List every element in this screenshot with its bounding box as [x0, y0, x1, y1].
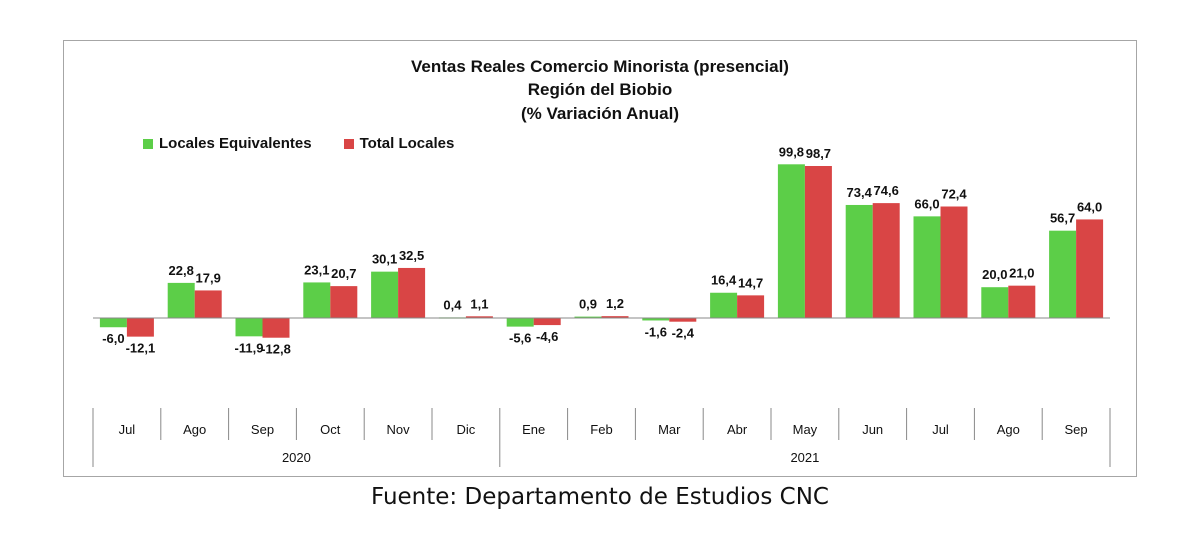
x-tick-label: Abr	[727, 422, 748, 437]
x-tick-label: May	[793, 422, 818, 437]
data-label: 16,4	[711, 273, 737, 288]
bar-locales-equivalentes	[845, 204, 873, 318]
x-tick-label: Jun	[862, 422, 883, 437]
data-label: 30,1	[372, 252, 397, 267]
bar-locales-equivalentes	[981, 287, 1009, 318]
bar-total-locales	[126, 318, 154, 337]
data-label: 0,9	[579, 297, 597, 312]
data-label: 21,0	[1009, 266, 1034, 281]
legend: Locales Equivalentes Total Locales	[143, 135, 454, 152]
bar-total-locales	[1076, 219, 1104, 318]
chart-subtitle: Región del Biobio	[527, 80, 673, 99]
bar-locales-equivalentes	[99, 318, 127, 328]
data-label: -2,4	[672, 326, 695, 341]
data-label: 20,0	[982, 267, 1007, 282]
year-label: 2021	[790, 450, 819, 465]
bar-total-locales	[465, 316, 493, 318]
bar-total-locales	[398, 267, 426, 318]
bar-locales-equivalentes	[913, 216, 941, 318]
bar-locales-equivalentes	[303, 282, 331, 318]
source-note: Fuente: Departamento de Estudios CNC	[370, 484, 829, 510]
data-label: -6,0	[102, 331, 124, 346]
legend-item-locales-equivalentes: Locales Equivalentes	[143, 135, 312, 152]
data-label: -12,8	[261, 342, 291, 357]
x-tick-label: Jul	[932, 422, 949, 437]
bar-total-locales	[194, 290, 222, 318]
x-tick-label: Nov	[387, 422, 411, 437]
bar-locales-equivalentes	[1049, 230, 1077, 318]
x-tick-label: Sep	[1065, 422, 1088, 437]
data-label: 64,0	[1077, 199, 1102, 214]
bar-locales-equivalentes	[506, 318, 534, 327]
year-label: 2020	[282, 450, 311, 465]
bar-locales-equivalentes	[371, 271, 399, 318]
data-label: 0,4	[443, 297, 462, 312]
data-label: -1,6	[645, 324, 667, 339]
data-label: 72,4	[941, 187, 967, 202]
data-label: 99,8	[779, 144, 804, 159]
x-tick-label: Ago	[183, 422, 206, 437]
chart-subtitle-units: (% Variación Anual)	[520, 104, 680, 123]
bar-total-locales	[940, 206, 968, 318]
data-label: 22,8	[169, 263, 194, 278]
data-label: -12,1	[126, 341, 156, 356]
bar-total-locales	[737, 295, 765, 318]
bar-total-locales	[804, 166, 832, 318]
bar-total-locales	[872, 203, 900, 318]
bar-locales-equivalentes	[235, 318, 263, 337]
data-label: 74,6	[874, 183, 899, 198]
legend-item-total-locales: Total Locales	[343, 135, 455, 152]
data-label: -5,6	[509, 331, 531, 346]
bar-locales-equivalentes	[710, 292, 738, 318]
data-label: 14,7	[738, 275, 763, 290]
bar-total-locales	[533, 318, 561, 326]
data-label: -11,9	[235, 340, 264, 355]
legend-label: Locales Equivalentes	[159, 135, 312, 152]
data-label: 98,7	[806, 146, 831, 161]
data-label: 20,7	[331, 266, 356, 281]
data-label: 73,4	[847, 185, 873, 200]
bar-total-locales	[601, 316, 629, 318]
bar-total-locales	[669, 318, 697, 322]
x-tick-label: Jul	[119, 422, 136, 437]
data-label: 17,9	[196, 270, 221, 285]
bar-total-locales	[262, 318, 290, 338]
bar-locales-equivalentes	[574, 316, 602, 318]
x-tick-label: Ene	[522, 422, 545, 437]
x-tick-label: Sep	[251, 422, 274, 437]
bar-total-locales	[1008, 285, 1036, 318]
bar-locales-equivalentes	[777, 164, 805, 318]
x-tick-label: Mar	[658, 422, 681, 437]
bar-locales-equivalentes	[642, 318, 670, 321]
legend-swatch-green	[143, 138, 153, 149]
x-tick-label: Ago	[997, 422, 1020, 437]
chart-title: Ventas Reales Comercio Minorista (presen…	[411, 57, 789, 76]
bar-locales-equivalentes	[167, 282, 195, 318]
legend-swatch-red	[343, 138, 354, 149]
data-label: 1,1	[470, 296, 488, 311]
x-tick-label: Oct	[320, 422, 341, 437]
bar-total-locales	[330, 286, 358, 318]
data-label: -4,6	[536, 329, 558, 344]
x-tick-label: Feb	[590, 422, 612, 437]
data-label: 1,2	[606, 296, 624, 311]
data-label: 56,7	[1050, 211, 1075, 226]
legend-label: Total Locales	[359, 135, 455, 152]
x-tick-label: Dic	[457, 422, 476, 437]
data-label: 32,5	[399, 248, 424, 263]
data-label: 66,0	[914, 196, 939, 211]
data-label: 23,1	[304, 262, 329, 277]
